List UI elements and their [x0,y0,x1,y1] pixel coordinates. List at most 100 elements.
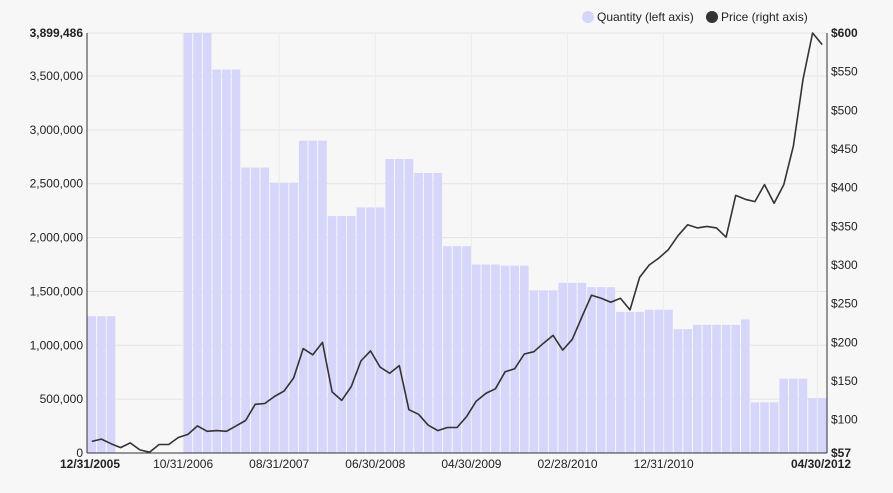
quantity-bar [568,282,577,453]
quantity-bar [519,265,529,453]
quantity-bar [500,265,510,453]
quantity-bar [452,246,462,453]
quantity-bar [750,402,760,453]
x-tick-label: 02/28/2010 [537,457,597,471]
quantity-bar [769,402,779,453]
quantity-bar [596,287,606,453]
quantity-bar [548,290,558,453]
quantity-bar [423,172,433,454]
quantity-bar [817,398,827,453]
x-tick-label: 10/31/2006 [153,457,213,471]
quantity-bar [231,69,241,453]
quantity-bar [337,216,346,453]
quantity-bar [375,207,385,453]
left-tick-label: 0 [76,446,83,460]
quantity-bar [789,378,798,453]
quantity-bar [808,398,817,453]
x-tick-label: 04/30/2012 [791,457,851,471]
quantity-bar [193,33,202,453]
left-tick-label: 2,000,000 [30,231,84,245]
quantity-bar [433,172,443,454]
quantity-bar [616,311,625,453]
quantity-bar [683,329,692,453]
legend-label-quantity: Quantity (left axis) [597,10,694,24]
quantity-bar [308,140,318,454]
right-tick-label: $300 [831,258,858,272]
quantity-bar [395,158,404,453]
quantity-bar [625,311,635,453]
quantity-bar [760,402,769,453]
x-tick-label: 04/30/2009 [441,457,501,471]
quantity-bar [692,324,702,453]
quantity-bar [702,324,712,453]
quantity-bar [270,182,279,453]
quantity-bar [346,216,356,453]
quantity-bar [462,246,471,453]
quantity-bar [798,378,808,453]
quantity-bar [443,246,452,453]
legend-label-price: Price (right axis) [721,10,808,24]
quantity-bar [241,167,250,454]
axes [86,33,828,454]
quantity-bar [481,264,491,453]
quantity-bar [298,140,308,454]
quantity-bar [577,282,587,453]
quantity-bar [106,316,116,453]
quantity-bar [529,290,539,453]
legend: Quantity (left axis) Price (right axis) [582,10,808,24]
left-axis-ticks: 0 500,000 1,000,000 1,500,000 2,000,000 2,500… [30,26,84,460]
quantity-bar [183,33,193,453]
quantity-bar [202,33,212,453]
left-tick-label: 2,500,000 [30,177,84,191]
left-tick-label: 1,000,000 [30,338,84,352]
quantity-bar [635,311,644,453]
quantity-bar [250,167,260,454]
quantity-bar [606,287,616,453]
quantity-bar [87,316,97,453]
quantity-bar [664,309,673,453]
price-series-line [91,32,823,454]
right-tick-label: $200 [831,335,858,349]
quantity-bar [721,324,731,453]
quantity-bar [654,309,664,453]
right-tick-label: $100 [831,413,858,427]
quantity-bar [510,265,519,453]
quantity-bar [327,216,337,453]
legend-swatch-price [706,11,718,23]
x-tick-label: 12/31/2010 [634,457,694,471]
x-tick-label: 08/31/2007 [249,457,309,471]
quantity-bar [491,264,500,453]
x-axis-ticks: 12/31/2005 10/31/2006 08/31/2007 06/30/2008… [60,457,851,471]
quantity-bar [260,167,270,454]
quantity-bar [558,282,568,453]
quantity-bar [587,287,596,453]
quantity-bar [97,316,106,453]
quantity-bar [539,290,548,453]
price-line [91,32,823,454]
left-tick-label: 3,899,486 [30,26,84,40]
quantity-bars [87,33,827,454]
x-tick-label: 12/31/2005 [60,457,120,471]
right-tick-label: $450 [831,142,858,156]
right-tick-label: $400 [831,181,858,195]
quantity-bar [404,158,414,453]
quantity-bar [366,207,375,453]
quantity-bar [356,207,366,453]
quantity-bar [712,324,721,453]
quantity-bar [414,172,423,454]
x-tick-label: 06/30/2008 [345,457,405,471]
legend-swatch-quantity [582,11,594,23]
quantity-bar [318,140,327,454]
right-tick-label: $550 [831,65,858,79]
quantity-bar [779,378,789,453]
quantity-bar [471,264,481,453]
left-tick-label: 500,000 [40,392,84,406]
quantity-bar [731,324,741,453]
right-tick-label: $150 [831,374,858,388]
right-axis-ticks: $57 $100 $150 $200 $250 $300 $350 $400 $450 $500 $… [831,26,858,460]
right-tick-label: $500 [831,103,858,117]
left-tick-label: 3,500,000 [30,69,84,83]
quantity-bar [212,69,222,453]
quantity-bar [279,182,289,453]
